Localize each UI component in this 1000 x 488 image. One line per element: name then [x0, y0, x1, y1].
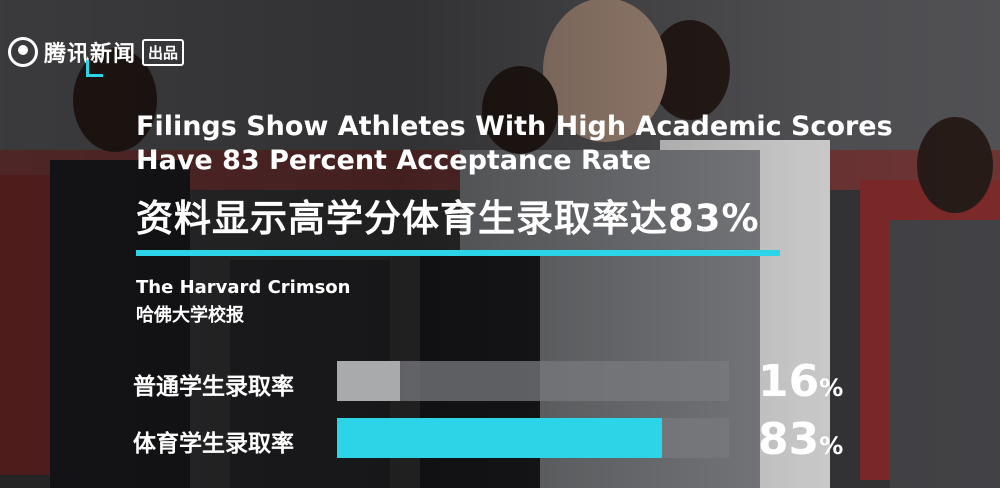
logo-brand-text: 腾讯新闻	[44, 42, 137, 67]
bar-label: 普通学生录取率	[133, 374, 294, 400]
bar-label: 体育学生录取率	[133, 431, 294, 457]
tencent-news-logo-icon	[8, 37, 38, 67]
tencent-news-logo: 腾讯新闻 出品	[8, 34, 185, 70]
bar	[337, 361, 400, 401]
logo-badge: 出品	[142, 38, 185, 66]
bar-track	[337, 361, 729, 401]
bar-value-label: 83%	[758, 414, 844, 465]
headline-underline	[136, 250, 780, 256]
source-english: The Harvard Crimson	[136, 277, 351, 298]
bar	[337, 418, 662, 458]
corner-bracket-decoration	[86, 60, 103, 77]
source-chinese: 哈佛大学校报	[136, 305, 244, 326]
headline-chinese: 资料显示高学分体育生录取率达83%	[136, 197, 760, 240]
bar-value-label: 16%	[758, 356, 844, 407]
headline-english: Filings Show Athletes With High Academic…	[136, 111, 893, 176]
